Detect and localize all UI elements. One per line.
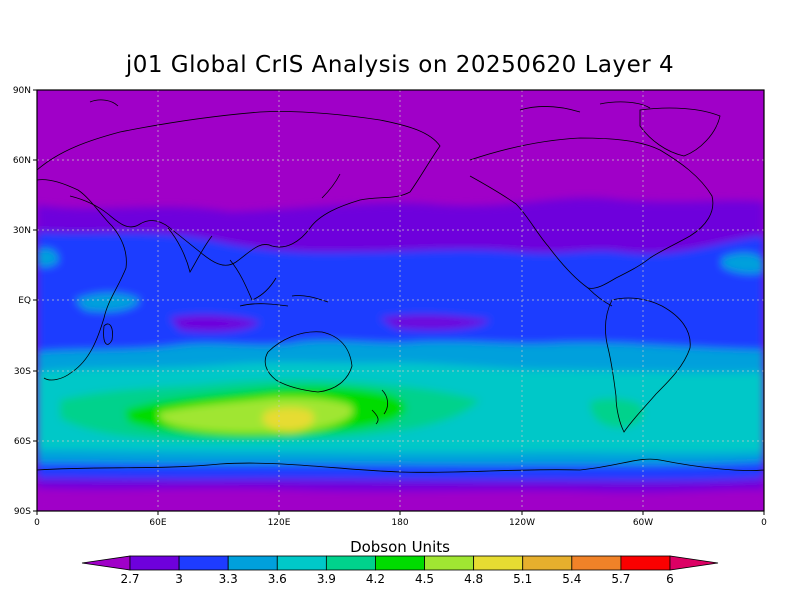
coastline-india — [167, 227, 213, 274]
coastline-svalbard — [89, 99, 119, 107]
colorbar-level-label: 5.1 — [513, 572, 532, 586]
ozone-field — [37, 90, 764, 511]
coastlines — [37, 99, 764, 473]
coastline-new-zealand — [371, 389, 388, 425]
field-patch-caribbean — [722, 253, 764, 274]
colorbar-segment — [276, 555, 327, 571]
colorbar-level-label: 5.7 — [611, 572, 630, 586]
colorbar-level-label: 5.4 — [562, 572, 581, 586]
coastline-africa — [37, 179, 127, 381]
coastline-eurasia — [37, 111, 441, 266]
colorbar-arrow-low — [81, 555, 131, 571]
coastline-madagascar — [103, 323, 113, 345]
colorbar-segment — [424, 555, 475, 571]
colorbar: 2.7 3 3.3 3.6 3.9 4.2 4.5 4.8 5.1 5.4 5.7 6 — [81, 555, 719, 586]
lat-label-60n: 60N — [13, 156, 31, 166]
colorbar-level-label: 6 — [666, 572, 674, 586]
coastline-south-america — [604, 297, 691, 433]
coastline-north-america — [469, 137, 714, 289]
field-band-antarctic — [37, 488, 764, 511]
lat-axis-labels: 90N 60N 30N EQ 30S 60S 90S — [13, 86, 31, 517]
lat-label-30s: 30S — [14, 367, 31, 377]
colorbar-level-label: 3 — [175, 572, 183, 586]
coastline-arctic-islands — [519, 101, 651, 113]
lat-label-90n: 90N — [13, 86, 31, 96]
lon-label-0-end: 0 — [761, 518, 767, 528]
lat-label-eq: EQ — [18, 296, 31, 306]
colorbar-title: Dobson Units — [350, 538, 450, 556]
colorbar-segment — [522, 555, 573, 571]
colorbar-segment — [129, 555, 180, 571]
colorbar-segment — [620, 555, 671, 571]
field-band-5-1 — [262, 407, 314, 432]
field-patch-tropical-low — [170, 315, 260, 332]
lon-label-120w: 120W — [509, 518, 535, 528]
graticule — [37, 90, 764, 511]
colorbar-level-label: 3.3 — [219, 572, 238, 586]
colorbar-segment — [325, 555, 376, 571]
colorbar-segment — [178, 555, 229, 571]
lat-label-60s: 60S — [14, 437, 31, 447]
field-patch-indian-ocean — [75, 293, 140, 312]
colorbar-level-label: 4.5 — [415, 572, 434, 586]
colorbar-level-label: 3.9 — [317, 572, 336, 586]
lon-label-60w: 60W — [633, 518, 653, 528]
field-patch-south-america — [590, 398, 644, 428]
coastline-antarctica — [37, 458, 764, 473]
coastline-greenland — [639, 107, 721, 157]
lon-axis-labels: 0 60E 120E 180 120W 60W 0 — [34, 518, 767, 528]
colorbar-segment — [571, 555, 622, 571]
lon-label-60e: 60E — [149, 518, 166, 528]
field-patch-atlantic — [37, 248, 59, 267]
colorbar-arrow-high — [669, 555, 719, 571]
coastline-australia — [264, 331, 353, 393]
lat-label-90s: 90S — [14, 507, 31, 517]
colorbar-segment — [375, 555, 425, 571]
colorbar-level-label: 2.7 — [120, 572, 139, 586]
lon-label-180: 180 — [391, 518, 408, 528]
lon-label-120e: 120E — [268, 518, 291, 528]
colorbar-level-label: 4.2 — [366, 572, 385, 586]
lat-label-30n: 30N — [13, 226, 31, 236]
axis-ticks — [33, 89, 765, 515]
colorbar-level-label: 3.6 — [268, 572, 287, 586]
field-patch-pacific-low — [380, 314, 490, 330]
coastline-japan — [321, 173, 341, 199]
colorbar-level-label: 4.8 — [464, 572, 483, 586]
lon-label-0: 0 — [34, 518, 40, 528]
coastline-indonesia — [239, 295, 329, 307]
colorbar-segment — [473, 555, 524, 571]
map-title: j01 Global CrIS Analysis on 20250620 Lay… — [125, 52, 675, 78]
colorbar-segment — [227, 555, 278, 571]
